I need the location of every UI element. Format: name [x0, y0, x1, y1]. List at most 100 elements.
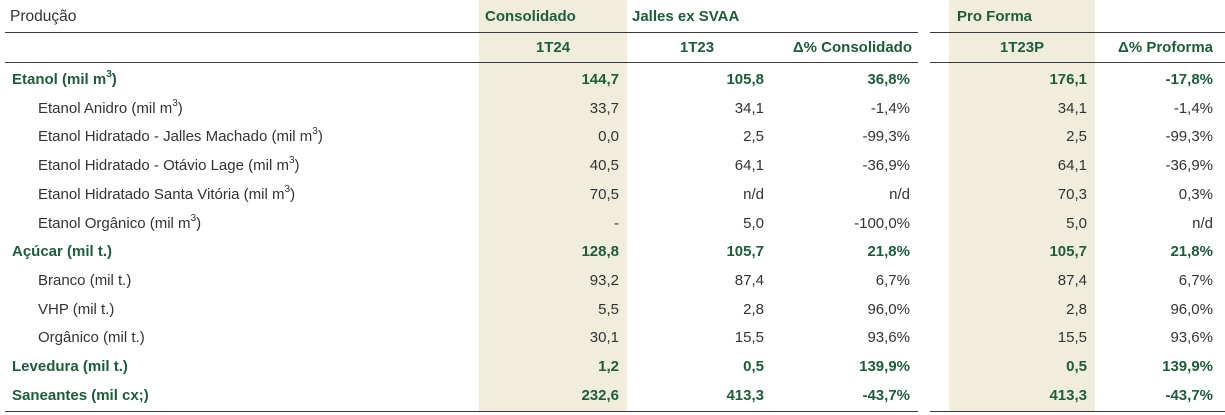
row-value-v2: n/d [743, 186, 764, 203]
row-value-v5: -43,7% [1165, 387, 1213, 404]
row-value-v5: 96,0% [1170, 301, 1213, 318]
row-label-text: Levedura (mil t.) [12, 358, 128, 375]
row-value-v2: 34,1 [734, 100, 764, 117]
table-bottom-rule-right [930, 411, 1225, 412]
row-value-v2: 15,5 [734, 329, 764, 346]
group-header-jalles: Jalles ex SVAA [632, 8, 740, 25]
row-value-v5: 0,3% [1178, 186, 1213, 203]
row-label-text: Saneantes (mil cx;) [12, 387, 149, 404]
row-label: Etanol Orgânico (mil m3) [38, 214, 201, 234]
row-value-v3: 6,7% [875, 272, 910, 289]
row-value-v4: 413,3 [1049, 387, 1087, 404]
shade-column-consolidado [479, 0, 627, 411]
row-value-v5: -99,3% [1165, 128, 1213, 145]
row-value-v1: 1,2 [598, 358, 619, 375]
row-label-text: Açúcar (mil t.) [12, 243, 113, 260]
column-header-delta-consolidado: Δ% Consolidado [792, 39, 912, 56]
row-label-suffix: ) [317, 128, 323, 145]
row-value-v2: 105,7 [726, 243, 764, 260]
row-label-text: Etanol Hidratado - Jalles Machado (mil m [38, 128, 313, 145]
header-divider-bottom [5, 62, 918, 63]
row-label: Etanol Hidratado - Otávio Lage (mil m3) [38, 156, 300, 176]
row-label-text: Etanol Anidro (mil m [38, 100, 173, 117]
row-value-v1: 144,7 [581, 71, 619, 88]
shade-column-proforma [949, 0, 1095, 411]
row-label: Etanol (mil m3) [12, 70, 117, 90]
row-label-suffix: ) [177, 100, 183, 117]
row-value-v1: 128,8 [581, 243, 619, 260]
row-value-v3: -99,3% [862, 128, 910, 145]
row-value-v5: 21,8% [1170, 243, 1213, 260]
row-value-v3: -1,4% [870, 100, 910, 117]
row-value-v4: 34,1 [1057, 100, 1087, 117]
row-label: Levedura (mil t.) [12, 357, 128, 377]
row-value-v1: 232,6 [581, 387, 619, 404]
row-value-v4: 87,4 [1057, 272, 1087, 289]
row-label-suffix: ) [196, 215, 202, 232]
row-label-superscript: 3 [106, 69, 112, 80]
header-divider-top-right [930, 32, 1225, 33]
row-label: Branco (mil t.) [38, 271, 131, 291]
row-value-v4: 5,0 [1066, 215, 1087, 232]
row-value-v5: 6,7% [1178, 272, 1213, 289]
row-value-v1: - [614, 215, 619, 232]
row-value-v2: 87,4 [734, 272, 764, 289]
row-label-suffix: ) [294, 157, 300, 174]
row-value-v4: 70,3 [1057, 186, 1087, 203]
row-value-v5: -17,8% [1165, 71, 1213, 88]
row-value-v5: n/d [1192, 215, 1213, 232]
table-bottom-rule [5, 411, 918, 412]
row-value-v1: 0,0 [598, 128, 619, 145]
row-label-text: Etanol (mil m [12, 71, 107, 88]
row-label-text: Branco (mil t.) [38, 272, 132, 289]
row-value-v4: 2,5 [1066, 128, 1087, 145]
row-value-v2: 413,3 [726, 387, 764, 404]
row-value-v5: 139,9% [1162, 358, 1213, 375]
row-label-suffix: ) [290, 186, 296, 203]
row-label-suffix: ) [111, 71, 117, 88]
row-label-superscript: 3 [312, 126, 318, 137]
row-value-v3: n/d [889, 186, 910, 203]
row-value-v1: 40,5 [589, 157, 619, 174]
row-label-text: VHP (mil t.) [38, 301, 115, 318]
row-label: Açúcar (mil t.) [12, 242, 112, 262]
row-value-v1: 5,5 [598, 301, 619, 318]
row-value-v5: -1,4% [1173, 100, 1213, 117]
row-value-v2: 64,1 [734, 157, 764, 174]
group-header-proforma: Pro Forma [957, 8, 1033, 25]
row-value-v2: 2,8 [743, 301, 764, 318]
row-label-text: Etanol Orgânico (mil m [38, 215, 191, 232]
group-header-consolidado: Consolidado [485, 8, 576, 25]
table-title: Produção [10, 8, 77, 25]
row-value-v4: 2,8 [1066, 301, 1087, 318]
row-value-v4: 176,1 [1049, 71, 1087, 88]
row-value-v4: 0,5 [1066, 358, 1087, 375]
row-value-v3: 139,9% [859, 358, 910, 375]
row-value-v5: -36,9% [1165, 157, 1213, 174]
row-label-text: Etanol Hidratado - Otávio Lage (mil m [38, 157, 289, 174]
header-divider-top [5, 32, 918, 33]
row-value-v3: 93,6% [867, 329, 910, 346]
row-value-v4: 15,5 [1057, 329, 1087, 346]
row-value-v3: 96,0% [867, 301, 910, 318]
row-value-v1: 33,7 [589, 100, 619, 117]
row-label-superscript: 3 [288, 155, 295, 166]
column-header-1t24: 1T24 [535, 39, 571, 56]
column-header-1t23p: 1T23P [999, 39, 1045, 56]
row-value-v1: 93,2 [589, 272, 619, 289]
row-value-v1: 30,1 [589, 329, 619, 346]
row-value-v2: 0,5 [743, 358, 764, 375]
row-value-v2: 105,8 [726, 71, 764, 88]
row-label: Etanol Hidratado Santa Vitória (mil m3) [38, 185, 295, 205]
row-value-v4: 64,1 [1057, 157, 1087, 174]
row-value-v2: 2,5 [743, 128, 764, 145]
row-value-v3: 21,8% [867, 243, 910, 260]
row-value-v3: -100,0% [854, 215, 910, 232]
row-label: Orgânico (mil t.) [38, 328, 145, 348]
row-value-v1: 70,5 [589, 186, 619, 203]
row-value-v4: 105,7 [1049, 243, 1087, 260]
column-header-1t23: 1T23 [679, 39, 715, 56]
row-label: VHP (mil t.) [38, 300, 114, 320]
row-label-text: Etanol Hidratado Santa Vitória (mil m [38, 186, 285, 203]
